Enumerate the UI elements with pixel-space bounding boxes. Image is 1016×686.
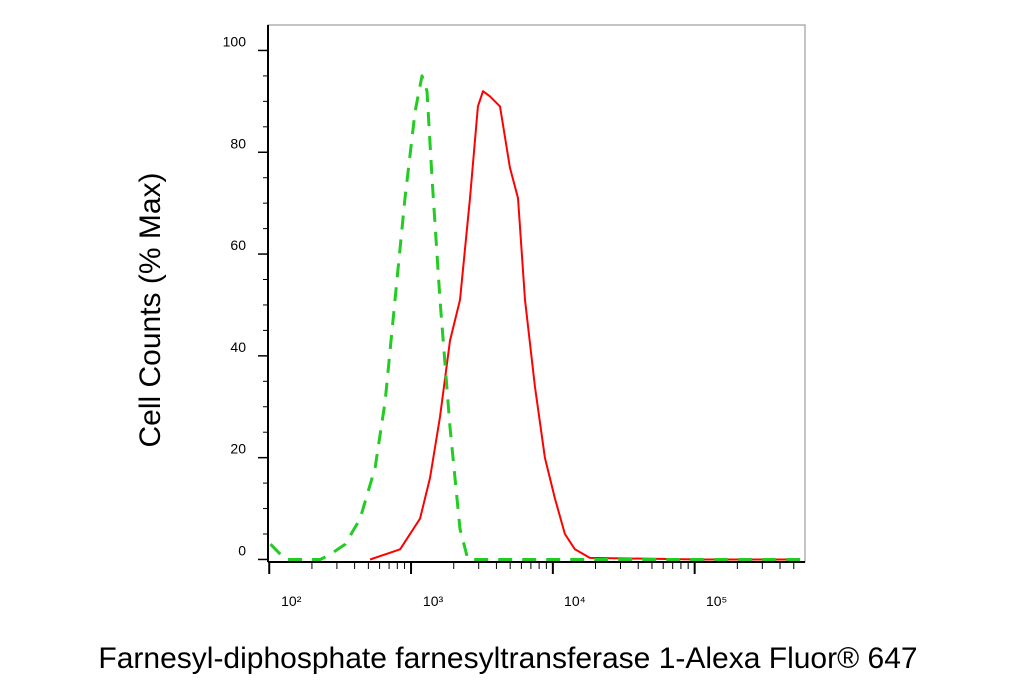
y-tick-label: 20: [230, 441, 246, 457]
x-tick-label: 10²: [281, 593, 302, 609]
y-tick-label: 40: [230, 339, 246, 355]
x-tick-label: 10⁴: [564, 593, 586, 609]
y-axis-title: Cell Counts (% Max): [134, 172, 167, 447]
series-line: [269, 74, 804, 561]
y-tick-label: 80: [230, 135, 246, 151]
y-tick-label: 100: [223, 33, 247, 49]
series-line: [369, 90, 800, 561]
y-tick-label: 0: [238, 542, 246, 558]
x-tick-label: 10⁵: [706, 593, 727, 609]
y-tick-label: 60: [230, 237, 246, 253]
plot-frame: [267, 24, 806, 563]
x-tick-label: 10³: [423, 593, 444, 609]
x-axis-title: Farnesyl-diphosphate farnesyltransferase…: [98, 642, 917, 675]
